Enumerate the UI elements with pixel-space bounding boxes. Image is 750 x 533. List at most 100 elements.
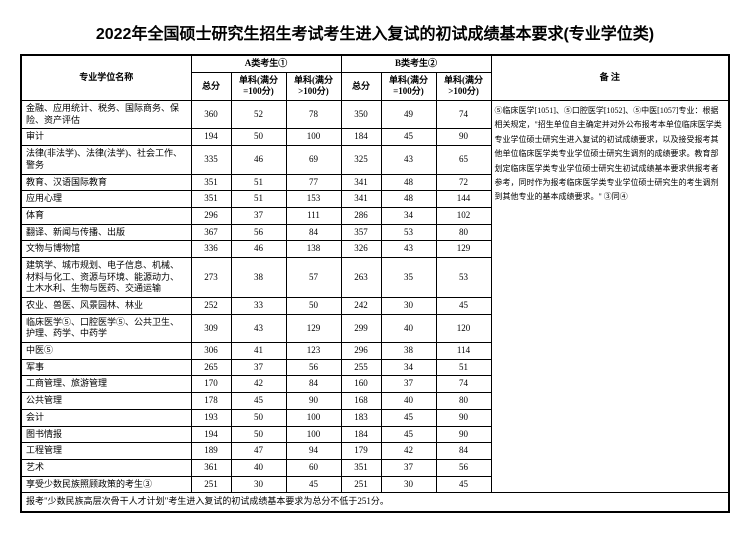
score-cell: 45 xyxy=(231,393,286,410)
score-cell: 69 xyxy=(286,146,341,174)
score-cell: 49 xyxy=(381,101,436,129)
score-cell: 48 xyxy=(381,191,436,208)
score-cell: 84 xyxy=(286,224,341,241)
score-cell: 40 xyxy=(381,393,436,410)
score-cell: 367 xyxy=(191,224,231,241)
score-cell: 34 xyxy=(381,207,436,224)
score-cell: 252 xyxy=(191,298,231,315)
score-cell: 114 xyxy=(436,343,491,360)
score-cell: 35 xyxy=(381,257,436,297)
score-cell: 30 xyxy=(381,476,436,493)
score-cell: 341 xyxy=(341,191,381,208)
score-cell: 43 xyxy=(381,241,436,258)
score-cell: 265 xyxy=(191,359,231,376)
score-cell: 144 xyxy=(436,191,491,208)
header-catA: A类考生① xyxy=(191,55,341,72)
score-cell: 74 xyxy=(436,376,491,393)
score-cell: 84 xyxy=(436,443,491,460)
score-cell: 42 xyxy=(231,376,286,393)
header-sOver100-b: 单科(满分>100分) xyxy=(436,72,491,100)
score-cell: 90 xyxy=(436,426,491,443)
score-cell: 48 xyxy=(381,174,436,191)
major-cell: 工程管理 xyxy=(21,443,191,460)
header-s100-b: 单科(满分=100分) xyxy=(381,72,436,100)
score-cell: 38 xyxy=(231,257,286,297)
header-total-a: 总分 xyxy=(191,72,231,100)
score-cell: 77 xyxy=(286,174,341,191)
score-cell: 38 xyxy=(381,343,436,360)
major-cell: 金融、应用统计、税务、国际商务、保险、资产评估 xyxy=(21,101,191,129)
score-cell: 43 xyxy=(231,314,286,342)
score-cell: 351 xyxy=(341,459,381,476)
major-cell: 文物与博物馆 xyxy=(21,241,191,258)
header-s100-a: 单科(满分=100分) xyxy=(231,72,286,100)
score-cell: 273 xyxy=(191,257,231,297)
score-cell: 56 xyxy=(436,459,491,476)
score-cell: 193 xyxy=(191,409,231,426)
score-cell: 45 xyxy=(381,426,436,443)
score-cell: 120 xyxy=(436,314,491,342)
major-cell: 审计 xyxy=(21,129,191,146)
score-cell: 45 xyxy=(381,129,436,146)
header-major: 专业学位名称 xyxy=(21,55,191,101)
score-cell: 46 xyxy=(231,241,286,258)
score-cell: 94 xyxy=(286,443,341,460)
score-cell: 45 xyxy=(286,476,341,493)
score-cell: 50 xyxy=(231,426,286,443)
score-cell: 50 xyxy=(286,298,341,315)
notes-cell: ⑤临床医学[1051]、⑤口腔医学[1052]、⑤中医[1057]专业：根据相关… xyxy=(491,101,729,493)
score-cell: 100 xyxy=(286,426,341,443)
score-cell: 80 xyxy=(436,393,491,410)
major-cell: 翻译、新闻与传播、出版 xyxy=(21,224,191,241)
score-cell: 194 xyxy=(191,426,231,443)
score-cell: 74 xyxy=(436,101,491,129)
score-cell: 129 xyxy=(436,241,491,258)
score-cell: 309 xyxy=(191,314,231,342)
score-table: 专业学位名称 A类考生① B类考生② 备 注 总分 单科(满分=100分) 单科… xyxy=(20,54,730,513)
score-cell: 357 xyxy=(341,224,381,241)
score-cell: 65 xyxy=(436,146,491,174)
score-cell: 129 xyxy=(286,314,341,342)
score-cell: 123 xyxy=(286,343,341,360)
major-cell: 公共管理 xyxy=(21,393,191,410)
score-cell: 170 xyxy=(191,376,231,393)
score-cell: 361 xyxy=(191,459,231,476)
score-cell: 351 xyxy=(191,191,231,208)
major-cell: 应用心理 xyxy=(21,191,191,208)
header-catB: B类考生② xyxy=(341,55,491,72)
score-cell: 325 xyxy=(341,146,381,174)
header-sOver100-a: 单科(满分>100分) xyxy=(286,72,341,100)
score-cell: 46 xyxy=(231,146,286,174)
bottom-note: 报考"少数民族高层次骨干人才计划"考生进入复试的初试成绩基本要求为总分不低于25… xyxy=(21,493,729,512)
score-cell: 78 xyxy=(286,101,341,129)
score-cell: 33 xyxy=(231,298,286,315)
score-cell: 72 xyxy=(436,174,491,191)
score-cell: 351 xyxy=(191,174,231,191)
score-cell: 84 xyxy=(286,376,341,393)
score-cell: 53 xyxy=(436,257,491,297)
major-cell: 军事 xyxy=(21,359,191,376)
score-cell: 242 xyxy=(341,298,381,315)
score-cell: 47 xyxy=(231,443,286,460)
score-cell: 350 xyxy=(341,101,381,129)
score-cell: 90 xyxy=(286,393,341,410)
score-cell: 52 xyxy=(231,101,286,129)
score-cell: 37 xyxy=(231,359,286,376)
major-cell: 体育 xyxy=(21,207,191,224)
score-cell: 90 xyxy=(436,129,491,146)
score-cell: 51 xyxy=(231,174,286,191)
score-cell: 296 xyxy=(341,343,381,360)
score-cell: 30 xyxy=(231,476,286,493)
score-cell: 306 xyxy=(191,343,231,360)
score-cell: 34 xyxy=(381,359,436,376)
score-cell: 194 xyxy=(191,129,231,146)
score-cell: 40 xyxy=(231,459,286,476)
score-cell: 263 xyxy=(341,257,381,297)
header-notes: 备 注 xyxy=(491,55,729,101)
score-cell: 43 xyxy=(381,146,436,174)
score-cell: 184 xyxy=(341,129,381,146)
score-cell: 251 xyxy=(341,476,381,493)
score-cell: 30 xyxy=(381,298,436,315)
score-cell: 168 xyxy=(341,393,381,410)
score-cell: 53 xyxy=(381,224,436,241)
